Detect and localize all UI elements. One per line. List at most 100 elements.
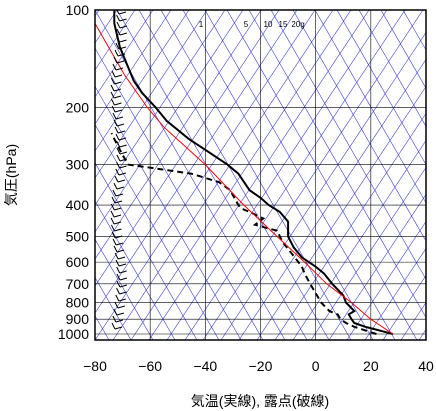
wind-barb <box>115 133 127 141</box>
mixing-ratio-label: 15 <box>279 20 288 29</box>
reference-line <box>95 10 262 260</box>
reference-line <box>382 274 426 340</box>
wind-barb <box>111 105 123 113</box>
reference-line <box>358 10 426 127</box>
wind-barb <box>114 175 126 183</box>
reference-line <box>95 10 136 71</box>
reference-line <box>182 10 374 340</box>
wind-barb <box>110 210 122 218</box>
reference-line <box>380 10 426 89</box>
reference-line <box>346 220 426 340</box>
reference-line <box>95 10 280 287</box>
wind-barb <box>113 56 125 64</box>
wind-barb <box>113 182 125 190</box>
reference-line <box>95 276 132 340</box>
mixing-ratio-label: 5 <box>244 20 249 29</box>
reference-line <box>95 124 220 340</box>
wind-barb <box>111 70 123 78</box>
y-tick-label: 400 <box>66 197 90 213</box>
reference-line <box>226 10 418 340</box>
wind-barb <box>114 126 126 134</box>
y-tick-label: 900 <box>66 311 90 327</box>
reference-line <box>292 139 426 340</box>
x-axis: −80 −60 −40 −20 0 20 40 <box>83 358 434 374</box>
wind-barb <box>116 140 127 148</box>
wind-barb <box>113 119 125 127</box>
wind-barb <box>113 308 125 316</box>
wind-barb <box>115 168 127 176</box>
plot-frame <box>94 9 427 341</box>
wind-barbs <box>110 10 128 330</box>
reference-line <box>292 10 426 242</box>
reference-line <box>310 166 426 340</box>
reference-line <box>328 193 426 340</box>
mixing-ratio-label: 1 <box>199 20 204 29</box>
wind-barb <box>112 63 124 71</box>
reference-line <box>204 10 396 340</box>
reference-line <box>95 162 198 340</box>
wind-barb <box>115 294 126 302</box>
wind-barb <box>113 245 125 253</box>
reference-line <box>400 301 426 340</box>
reference-line <box>220 31 426 340</box>
reference-line <box>95 200 176 340</box>
wind-barb <box>112 112 124 120</box>
reference-lines <box>95 10 426 340</box>
x-tick-label: −80 <box>83 358 107 374</box>
parcel-line <box>95 23 394 335</box>
wind-barb <box>111 322 123 330</box>
wind-barb <box>116 266 127 274</box>
reference-line <box>166 10 388 340</box>
dewpoint-line <box>110 132 377 335</box>
reference-line <box>116 10 308 340</box>
wind-barb <box>116 161 127 169</box>
reference-line <box>138 10 330 340</box>
wind-barb <box>112 189 124 197</box>
reference-line <box>130 10 352 340</box>
y-tick-label: 600 <box>66 254 90 270</box>
reference-line <box>274 112 426 340</box>
wind-barb <box>110 217 122 225</box>
reference-line <box>160 10 352 340</box>
reference-line <box>364 247 426 340</box>
x-axis-label: 気温(実線), 露点(破線) <box>191 393 329 409</box>
reference-line <box>95 10 286 340</box>
reference-line <box>95 10 154 98</box>
x-tick-label: −40 <box>193 358 217 374</box>
wind-barb <box>110 77 122 85</box>
reference-line <box>95 10 244 233</box>
x-tick-label: −20 <box>249 358 273 374</box>
wind-barb <box>116 10 127 15</box>
wind-barb <box>116 280 128 288</box>
wind-barb <box>116 21 128 29</box>
y-tick-label: 500 <box>66 228 90 244</box>
reference-line <box>314 10 426 204</box>
wind-barb <box>115 42 127 50</box>
x-tick-label: −60 <box>138 358 162 374</box>
y-tick-label: 800 <box>66 295 90 311</box>
wind-barb <box>116 273 128 281</box>
wind-barb <box>111 224 122 232</box>
reference-line <box>95 85 242 340</box>
wind-barb <box>110 84 122 92</box>
wind-barb <box>112 315 123 323</box>
reference-line <box>95 10 316 340</box>
wind-barb <box>114 252 126 260</box>
reference-line <box>95 238 154 340</box>
reference-line <box>256 85 426 340</box>
temperature-line <box>113 10 394 335</box>
wind-barb <box>110 91 122 99</box>
y-tick-label: 100 <box>66 2 90 18</box>
reference-line <box>148 10 370 340</box>
wind-barb <box>114 49 126 57</box>
grid <box>95 10 426 340</box>
wind-barb <box>116 154 128 162</box>
y-axis-label: 気圧(hPa) <box>3 144 19 206</box>
wind-barb <box>112 238 124 246</box>
wind-barb <box>116 147 128 155</box>
wind-barb <box>111 196 123 204</box>
series-layer <box>95 10 394 335</box>
wind-barb <box>116 287 127 295</box>
